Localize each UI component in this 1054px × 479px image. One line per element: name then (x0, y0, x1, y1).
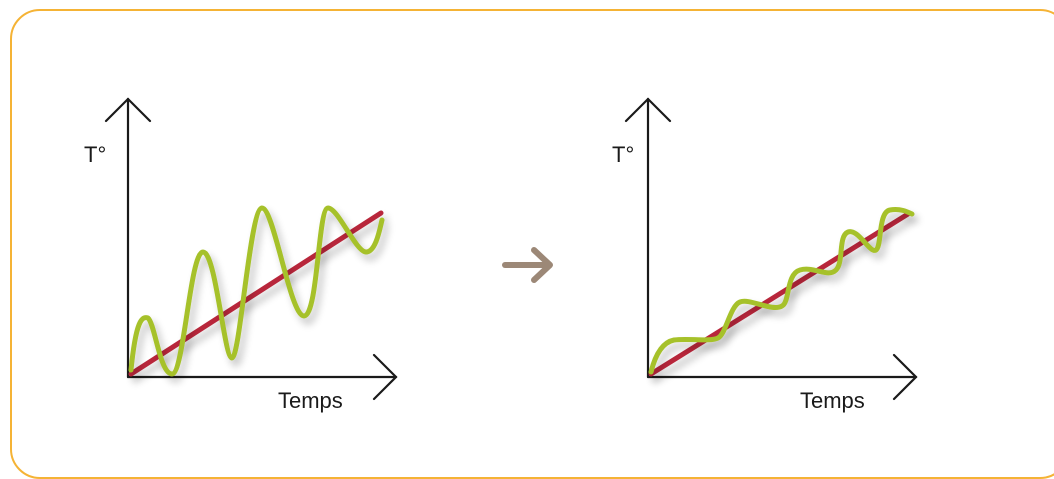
left-trend-line (128, 210, 384, 377)
right-y-axis (624, 97, 672, 379)
right-graph: T° Temps (612, 97, 918, 413)
left-y-axis-label: T° (84, 142, 106, 167)
right-x-axis-label: Temps (800, 388, 865, 413)
diagram-canvas: T° Temps T° Temps (84, 97, 918, 413)
left-x-axis-label: Temps (278, 388, 343, 413)
right-oscillation-curve (648, 207, 915, 375)
right-trend-line (648, 211, 911, 377)
left-y-axis (104, 97, 152, 379)
left-oscillation-curve (128, 205, 385, 377)
right-y-axis-label: T° (612, 142, 634, 167)
left-x-axis (126, 353, 398, 401)
left-graph: T° Temps (84, 97, 398, 413)
right-x-axis (646, 353, 918, 401)
right-arrow-icon (502, 247, 553, 283)
